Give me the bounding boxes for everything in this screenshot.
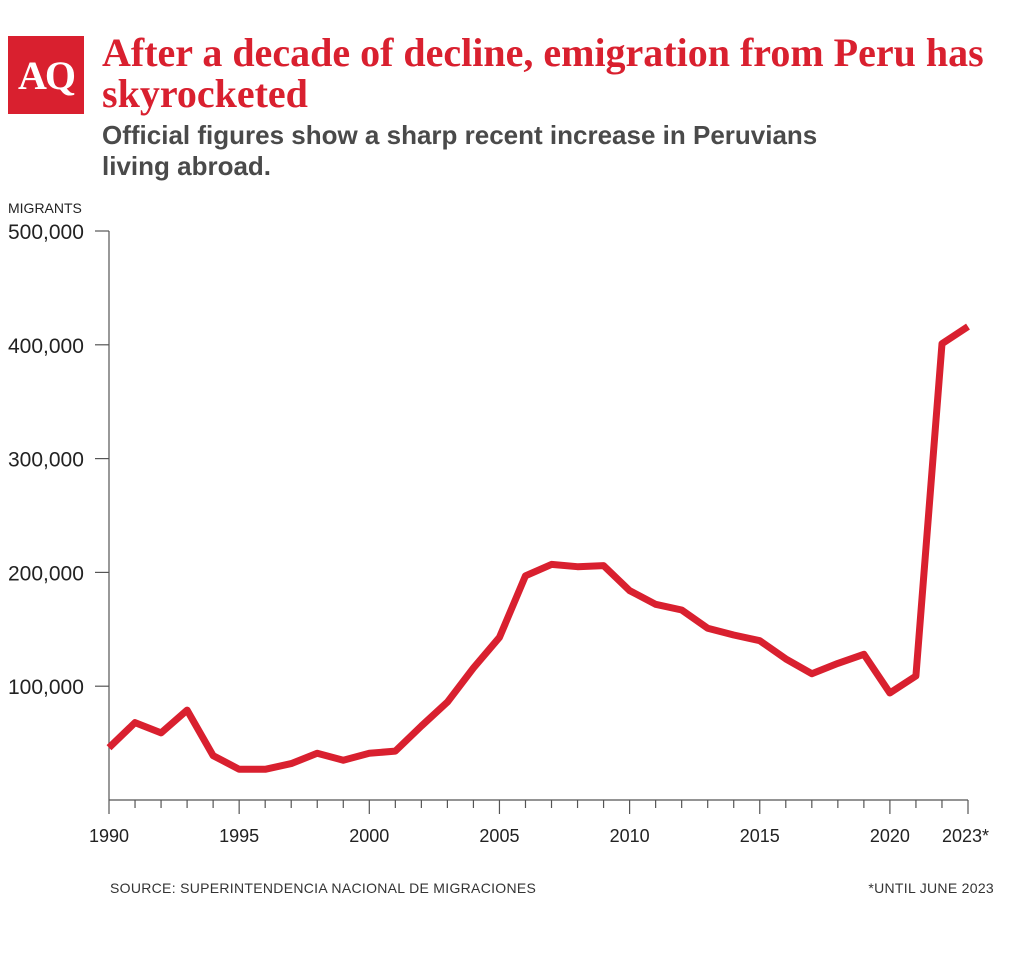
- x-tick-label: 2000: [349, 826, 389, 846]
- x-tick-label: 2023*: [942, 826, 989, 846]
- x-tick-label: 2005: [479, 826, 519, 846]
- y-tick-label: 400,000: [8, 335, 84, 358]
- chart-title: After a decade of decline, emigration fr…: [102, 30, 984, 116]
- chart-axes: [108, 231, 968, 801]
- aq-logo: AQ: [8, 36, 84, 114]
- y-tick-label: 500,000: [8, 221, 84, 244]
- footnote: *UNTIL JUNE 2023: [868, 880, 994, 896]
- chart-series: [106, 323, 970, 773]
- y-tick-label: 200,000: [8, 562, 84, 585]
- x-tick-label: 1990: [89, 826, 129, 846]
- source-note: SOURCE: SUPERINTENDENCIA NACIONAL DE MIG…: [110, 880, 537, 896]
- x-tick-label: 2010: [610, 826, 650, 846]
- x-tick-label: 2020: [870, 826, 910, 846]
- series-line: [106, 323, 970, 773]
- chart-subtitle: Official figures show a sharp recent inc…: [102, 120, 818, 181]
- y-axis-label: MIGRANTS: [8, 200, 82, 216]
- x-tick-label: 2015: [740, 826, 780, 846]
- chart-ticks: 100,000 200,000 300,000 400,000 500,000 1990 1…: [8, 221, 989, 846]
- y-tick-label: 100,000: [8, 676, 84, 699]
- x-tick-label: 1995: [219, 826, 259, 846]
- y-tick-label: 300,000: [8, 449, 84, 472]
